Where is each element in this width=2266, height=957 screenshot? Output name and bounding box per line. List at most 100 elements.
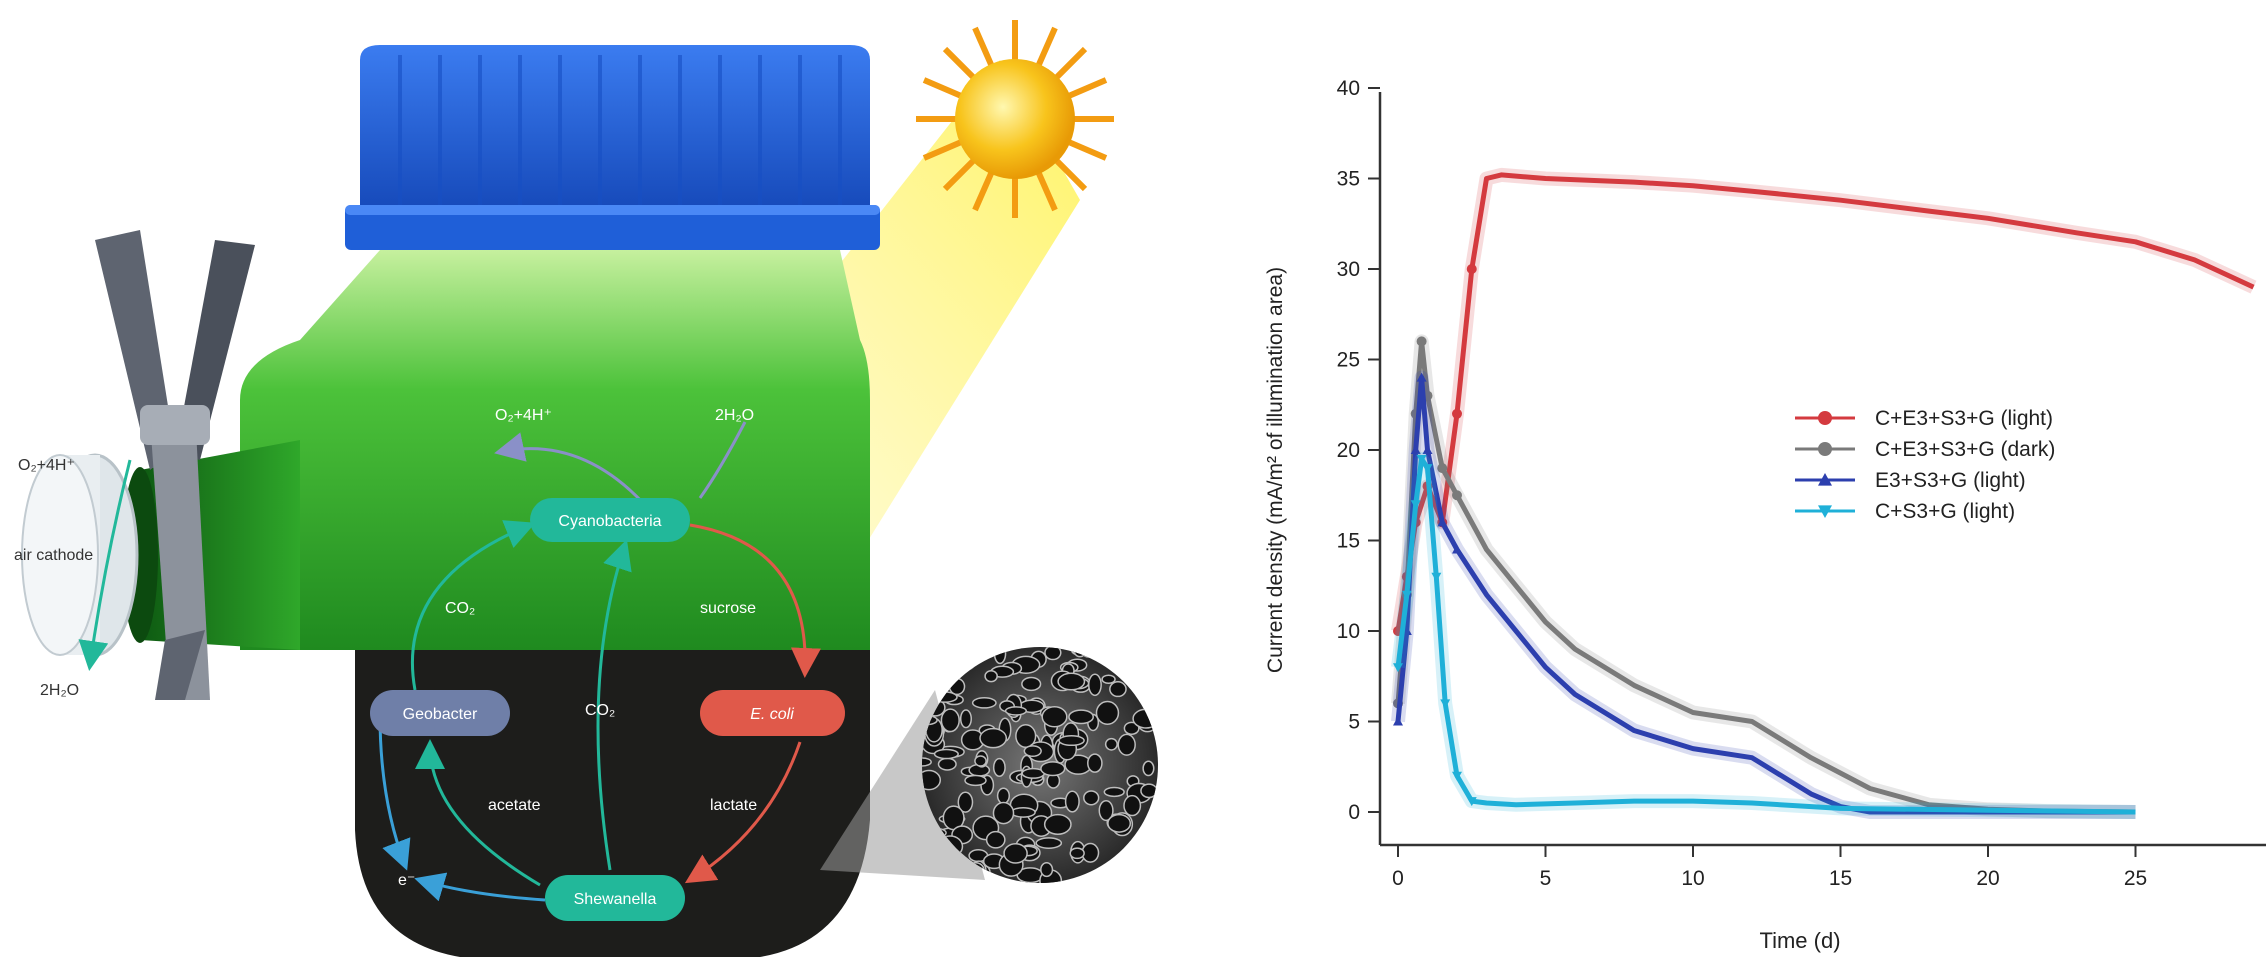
node-cyanobacteria: Cyanobacteria [530,498,690,542]
legend-label: C+E3+S3+G (light) [1875,407,2053,430]
data-point [1818,505,1832,518]
legend: C+E3+S3+G (light) C+E3+S3+G (dark) E3+S3+G… [1795,407,2055,523]
foam-pore [1132,708,1158,729]
sun-icon [916,20,1114,218]
data-point [1466,264,1477,274]
series-line [1395,338,2136,815]
foam-pore [979,727,1008,749]
foam-pore [996,787,1011,805]
foam-pore [1128,840,1154,860]
data-point [1452,490,1462,501]
foam-pore [941,647,967,662]
foam-pore [1040,761,1066,777]
foam-pore [1040,862,1054,878]
foam-pore [1107,813,1132,833]
foam-pore [985,877,998,883]
y-tick-label: 30 [1337,258,1360,281]
data-point [1422,445,1433,454]
shewanella-label: Shewanella [574,891,657,908]
y-tick-label: 5 [1348,711,1360,734]
foam-pore [940,708,960,733]
h2o-left-label: 2H₂O [40,682,79,699]
microbial-fuel-cell-illustration: Cyanobacteria Geobacter E. coli Shewanel… [14,20,1158,957]
foam-pore [1058,735,1085,747]
foam-pore [984,669,998,683]
clamp-icon [95,230,255,700]
foam-pore [949,647,978,672]
x-tick-label: 20 [1976,867,1999,890]
series-line [1395,456,2136,815]
y-tick-label: 15 [1337,530,1360,553]
y-tick-label: 0 [1348,801,1360,824]
data-point [1416,455,1427,465]
legend-item: C+S3+G (light) [1795,500,2015,523]
foam-pore [1083,790,1100,806]
legend-label: E3+S3+G (light) [1875,469,2026,492]
node-ecoli: E. coli [700,690,845,736]
sucrose-label: sucrose [700,600,756,617]
data-point [1431,572,1442,582]
series-error-band [1391,167,2257,633]
foam-pore [1087,753,1103,773]
data-point [1437,463,1448,474]
foam-pore [1123,721,1140,735]
y-tick-label: 40 [1337,77,1360,100]
foam-pore [1057,672,1086,691]
foam-pore [1072,647,1088,658]
foam-pore [948,677,966,696]
foam-pore [1069,847,1085,860]
legend-label: C+E3+S3+G (dark) [1875,438,2055,461]
foam-pore [955,650,969,661]
x-axis-label: Time (d) [1759,928,1840,953]
h2o-top-label: 2H₂O [715,407,754,424]
foam-pore [1087,673,1102,697]
foam-pore [1070,647,1083,656]
data-point [1393,716,1403,726]
air-cathode-label: air cathode [14,547,93,564]
foam-pore [1095,700,1120,725]
foam-pore [937,757,957,771]
series-3 [1391,452,2136,819]
data-point [1416,336,1427,347]
foam-pore [1068,709,1094,725]
cyanobacteria-label: Cyanobacteria [558,513,661,530]
foam-pore [1035,837,1063,849]
data-point [1437,517,1448,527]
data-point [1410,500,1421,510]
foam-pore [1135,828,1158,843]
foam-pore [1003,842,1028,864]
co2-left-label: CO₂ [445,600,475,617]
foam-pore [1144,873,1158,883]
foam-pore [948,647,975,661]
foam-pore [1021,676,1042,692]
foam-pore [985,830,1006,849]
series-0 [1391,167,2257,636]
legend-item: E3+S3+G (light) [1795,469,2026,492]
foam-pore [971,697,997,709]
foam-pore [934,673,949,689]
data-point [1818,411,1832,425]
data-point [1401,590,1412,600]
x-tick-label: 5 [1540,867,1552,890]
data-point [1410,445,1421,454]
legend-item: C+E3+S3+G (light) [1795,407,2053,430]
x-tick-label: 0 [1392,867,1404,890]
foam-pore [1137,647,1155,655]
data-point [1466,797,1477,807]
foam-pore [1064,790,1080,813]
foam-pore [1010,806,1036,818]
foam-pore [1103,786,1125,798]
data-point [1440,699,1451,709]
foam-pore [1081,647,1096,658]
foam-pore [1146,647,1158,659]
data-point [1818,442,1832,456]
foam-pore [1142,760,1155,777]
current-density-chart: 051015202530354005101520253 Current dens… [1264,77,2266,953]
electron-label: e⁻ [398,872,415,889]
foam-pore [993,647,1007,665]
foam-pore [974,755,987,767]
foam-pore [964,774,987,787]
y-tick-label: 35 [1337,168,1360,191]
legend-label: C+S3+G (light) [1875,500,2015,523]
foam-pore [959,709,972,729]
